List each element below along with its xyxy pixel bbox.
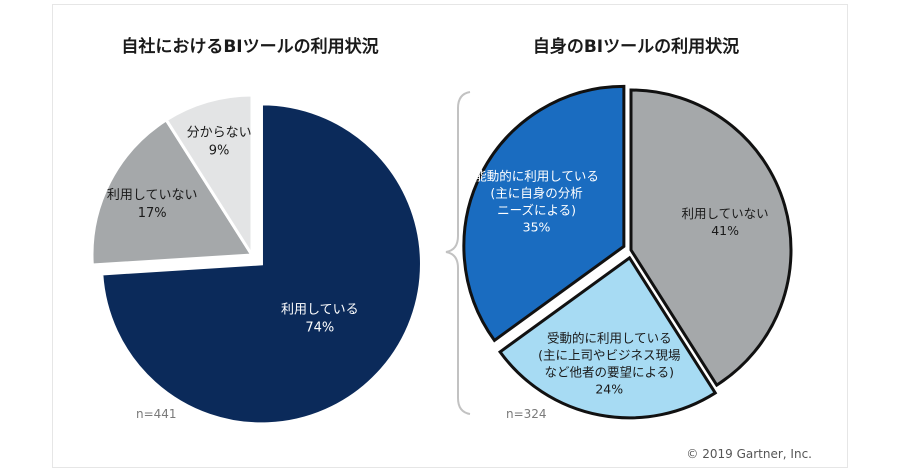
left-slice-1: [90, 117, 255, 267]
right-slice-label-0: 利用していない 41%: [682, 206, 769, 238]
left-pie: 利用している 74% 利用していない 17% 分からない 9%: [90, 93, 423, 426]
right-sample-size: n=324: [506, 407, 547, 421]
left-slice-0: [100, 102, 423, 426]
brace-connector: [445, 91, 471, 415]
left-sample-size: n=441: [136, 407, 177, 421]
right-pie: 利用していない 41% 受動的に利用している(主に上司やビジネス現場など他者の要望に…: [462, 84, 793, 420]
right-slice-2: [462, 84, 626, 343]
right-chart-title: 自身のBIツールの利用状況: [533, 36, 739, 57]
left-slice-label-2: 分からない 9%: [187, 126, 252, 159]
copyright: © 2019 Gartner, Inc.: [686, 447, 812, 461]
right-slice-1: [497, 255, 718, 420]
left-chart-title: 自社におけるBIツールの利用状況: [121, 36, 378, 57]
right-slice-0: [629, 88, 793, 388]
left-slice-2: [164, 93, 254, 261]
left-slice-label-1: 利用していない 17%: [107, 188, 198, 221]
right-slice-label-1: 受動的に利用している(主に上司やビジネス現場など他者の要望による) 24%: [538, 330, 680, 396]
figure-frame: [52, 4, 848, 468]
right-slice-label-2: 能動的に利用している(主に自身の分析ニーズによる) 35%: [474, 168, 599, 234]
left-slice-label-0: 利用している 74%: [281, 303, 359, 336]
